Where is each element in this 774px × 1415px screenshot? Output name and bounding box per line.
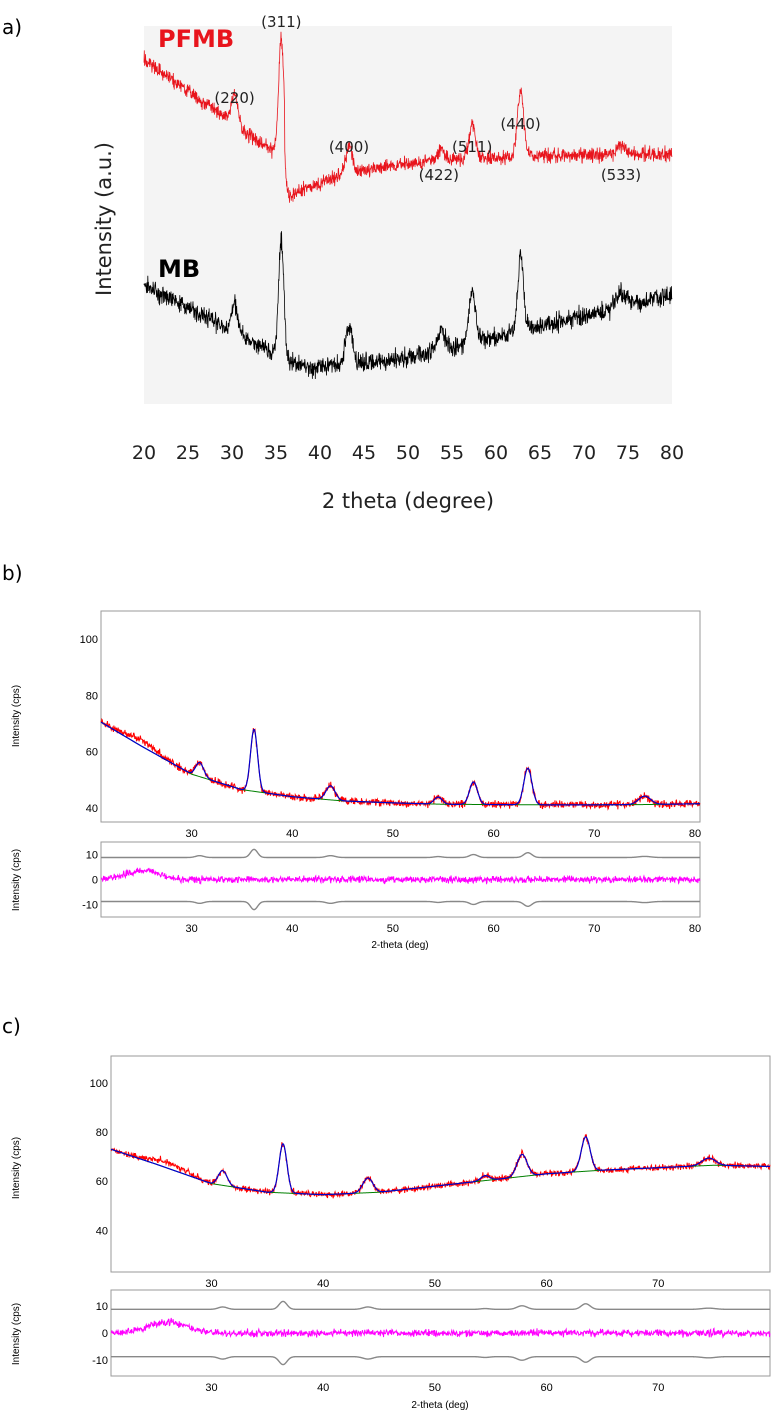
panel-a-x-tick-label: 30	[220, 442, 244, 464]
panel-a-peak-labels: (220) (311) (400) (422) (511) (440) (533)	[214, 13, 641, 184]
panel-b-x-tick-label: 70	[588, 828, 600, 840]
panel-b-residual-x-tick-label: 50	[387, 923, 399, 935]
panel-b-y-tick-label: 100	[80, 634, 98, 646]
panel-a-x-axis-label: 2 theta (degree)	[322, 489, 494, 513]
panel-b-residual-x-tick-label: 30	[185, 923, 197, 935]
panel-a-x-tick-label: 60	[484, 442, 508, 464]
panel-b-residual-line	[100, 867, 701, 885]
panel-b: b) 406080100100-103030404050506060707080…	[2, 561, 701, 951]
panel-c-y-tick-label: 80	[96, 1127, 108, 1139]
panel-a-x-tick-label: 50	[396, 442, 420, 464]
panel-a-peak-label: (220)	[214, 89, 254, 107]
panel-a-x-tick-label: 45	[352, 442, 376, 464]
panel-a-peak-label: (440)	[500, 115, 540, 133]
panel-b-main-plot	[100, 717, 701, 811]
panel-b-x-tick-label: 30	[185, 828, 197, 840]
panel-c-x-tick-label: 40	[317, 1278, 329, 1290]
panel-c-residual-line	[110, 1317, 771, 1339]
panel-b-fit-line	[100, 721, 701, 806]
panel-c-x-tick-label: 60	[540, 1278, 552, 1290]
panel-c-y-axis-label: Intensity (cps)	[11, 1137, 22, 1199]
panel-c-residual-x-tick-label: 40	[317, 1382, 329, 1394]
panel-b-lower-envelope-line	[101, 900, 700, 911]
panel-c-residual-x-tick-label: 60	[540, 1382, 552, 1394]
panel-b-x-tick-label: 50	[387, 828, 399, 840]
panel-c-main-frame	[110, 1055, 771, 1273]
panel-c-x-axis-label: 2-theta (deg)	[411, 1400, 468, 1411]
panel-b-residual-x-tick-label: 80	[689, 923, 701, 935]
panel-c-upper-envelope-line	[111, 1300, 770, 1311]
panel-c-label: c)	[2, 1014, 21, 1038]
panel-c-y-tick-label: 100	[90, 1078, 108, 1090]
panel-a: a) PFMB MB (220) (311) (400) (422) (511) (440…	[2, 13, 684, 513]
panel-b-x-tick-label: 80	[689, 828, 701, 840]
panel-c-lower-envelope-line	[111, 1355, 770, 1366]
panel-c-x-tick-label: 30	[205, 1278, 217, 1290]
panel-a-x-tick-label: 25	[176, 442, 200, 464]
panel-b-residual-tick-label: 0	[92, 875, 98, 887]
panel-a-peak-label: (422)	[419, 166, 459, 184]
panel-b-y-tick-label: 60	[86, 747, 98, 759]
panel-b-residual-tick-label: 10	[86, 850, 98, 862]
panel-a-x-ticks: 20 25 30 35 40 45 50 55 60 65 70 75 80	[132, 442, 684, 464]
panel-a-x-tick-label: 70	[572, 442, 596, 464]
panel-a-x-tick-label: 35	[264, 442, 288, 464]
panel-b-x-axis-label: 2-theta (deg)	[371, 940, 428, 951]
panel-b-residual-y-axis-label: Intensity (cps)	[11, 849, 22, 911]
panel-c-residual-y-axis-label: Intensity (cps)	[11, 1303, 22, 1365]
panel-b-residual-tick-label: -10	[82, 900, 98, 912]
panel-a-series-pfmb-line	[143, 31, 673, 203]
panel-b-residual-plot	[100, 848, 701, 911]
panel-c-residual-tick-label: -10	[92, 1355, 108, 1367]
panel-a-x-tick-label: 80	[660, 442, 684, 464]
panel-b-upper-envelope-line	[101, 848, 700, 859]
panel-c-residual-tick-label: 10	[96, 1301, 108, 1313]
panel-c-x-tick-label: 50	[429, 1278, 441, 1290]
panel-a-series-mb-line	[143, 231, 673, 380]
panel-c-residual-x-tick-label: 70	[652, 1382, 664, 1394]
panel-a-label: a)	[2, 15, 22, 39]
panel-b-x-tick-label: 40	[286, 828, 298, 840]
panel-b-residual-x-tick-label: 40	[286, 923, 298, 935]
panel-a-x-tick-label: 65	[528, 442, 552, 464]
panel-b-y-tick-label: 40	[86, 803, 98, 815]
panel-c-residual-plot	[110, 1300, 771, 1366]
panel-a-y-axis-label: Intensity (a.u.)	[92, 142, 116, 296]
panel-c-residual-tick-label: 0	[102, 1328, 108, 1340]
panel-b-residual-x-tick-label: 70	[588, 923, 600, 935]
panel-c-y-tick-label: 40	[96, 1225, 108, 1237]
panel-a-legend-mb: MB	[158, 255, 200, 283]
panel-a-peak-label: (311)	[261, 13, 301, 31]
panel-b-main-frame	[100, 610, 701, 823]
panel-c-residual-x-tick-label: 30	[205, 1382, 217, 1394]
panel-c-residual-x-tick-label: 50	[429, 1382, 441, 1394]
panel-b-y-tick-label: 80	[86, 690, 98, 702]
panel-a-x-tick-label: 55	[440, 442, 464, 464]
panel-b-y-axis-label: Intensity (cps)	[11, 685, 22, 747]
panel-b-x-tick-label: 60	[487, 828, 499, 840]
panel-a-x-tick-label: 40	[308, 442, 332, 464]
panel-c-fit-line	[110, 1136, 771, 1196]
panel-a-peak-label: (533)	[601, 166, 641, 184]
panel-b-label: b)	[2, 561, 23, 585]
panel-a-peak-label: (511)	[452, 138, 492, 156]
panel-a-peak-label: (400)	[329, 138, 369, 156]
panel-c-x-tick-label: 70	[652, 1278, 664, 1290]
panel-a-plot-area	[144, 26, 672, 404]
panel-b-residual-x-tick-label: 60	[487, 923, 499, 935]
panel-a-legend-pfmb: PFMB	[158, 25, 234, 53]
panel-a-x-tick-label: 75	[616, 442, 640, 464]
panel-c-y-tick-label: 60	[96, 1176, 108, 1188]
panel-c-main-plot	[110, 1133, 771, 1199]
panel-a-x-tick-label: 20	[132, 442, 156, 464]
